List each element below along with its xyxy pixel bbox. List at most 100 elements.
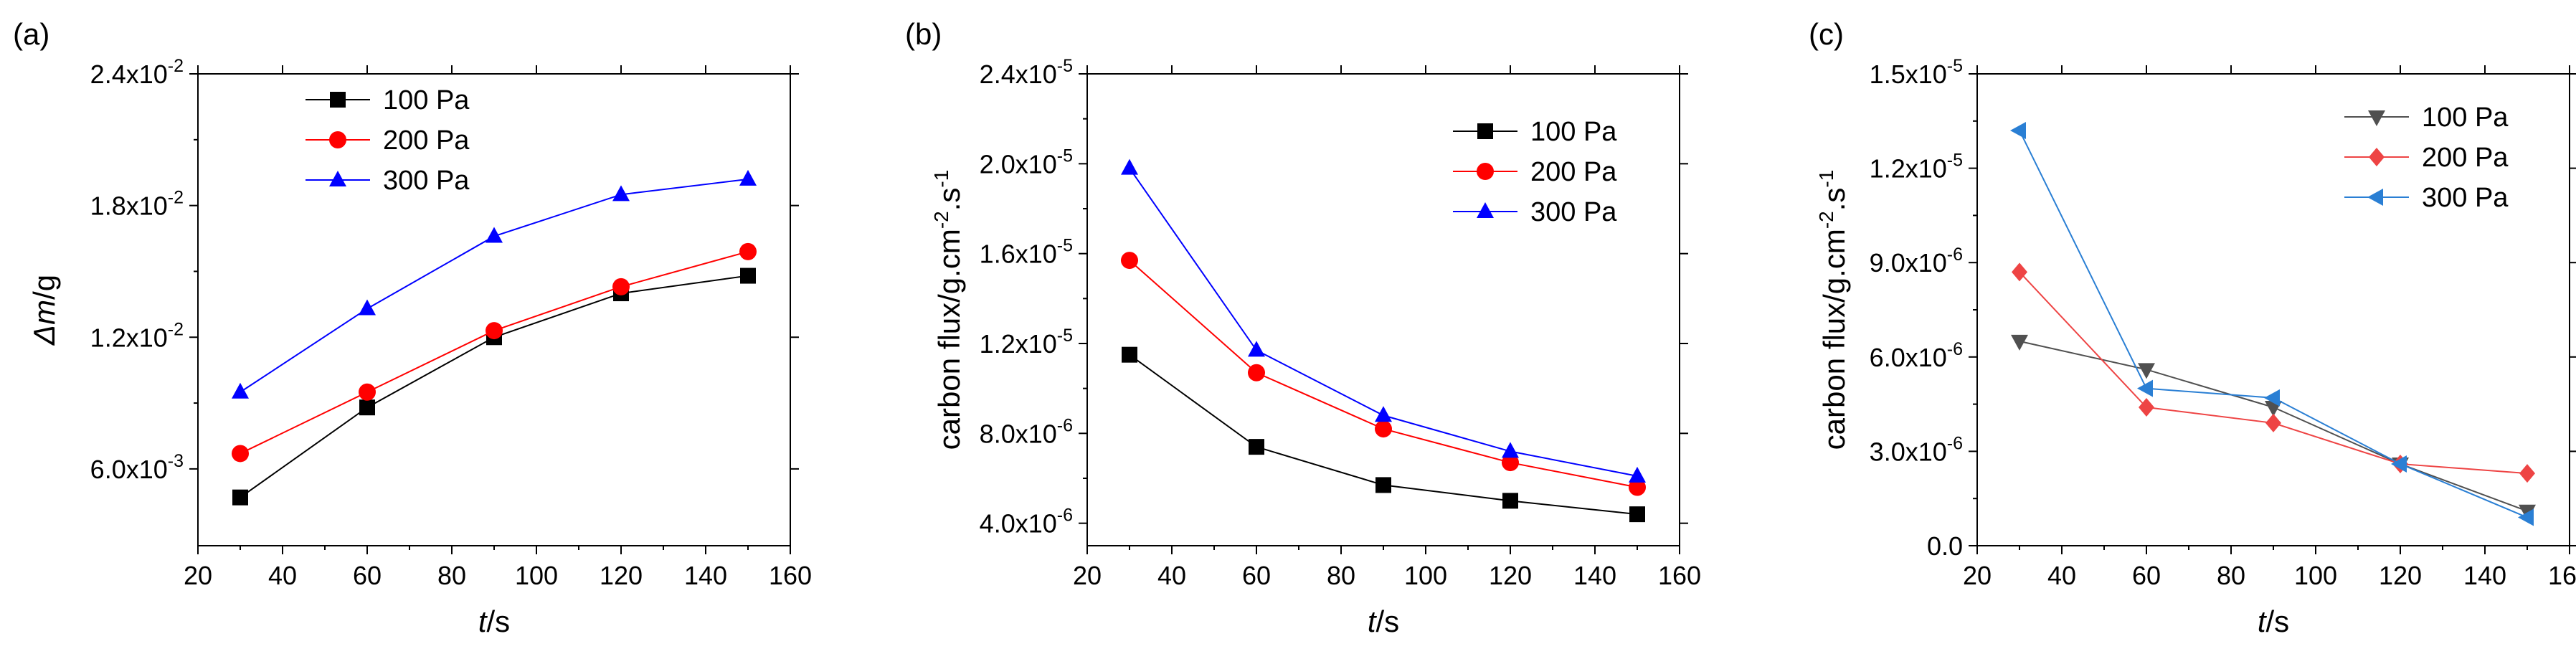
x-tick-label: 80 [1327, 561, 1355, 590]
y-tick-label: 0.0 [1927, 531, 1963, 561]
data-point [1248, 341, 1265, 357]
plot-frame [197, 73, 791, 546]
legend-label: 100 Pa [2422, 103, 2509, 133]
x-tick-label: 160 [1658, 561, 1701, 590]
legend-marker [2367, 189, 2383, 206]
data-point [1248, 364, 1265, 382]
x-tick-label: 120 [2379, 561, 2422, 590]
series-line [240, 275, 749, 498]
y-tick-label: 4.0x10-6 [980, 506, 1073, 539]
series-300-pa [1121, 158, 1646, 483]
x-tick-label: 60 [2132, 561, 2161, 590]
y-tick-label: 6.0x10-6 [1870, 339, 1963, 372]
data-point [740, 267, 756, 284]
x-tick-label: 40 [2047, 561, 2076, 590]
x-axis-title: t/s [2258, 605, 2289, 638]
data-point [2012, 262, 2027, 282]
legend: 100 Pa 200 Pa 300 Pa [2344, 103, 2509, 213]
y-tick-label: 2.4x10-2 [90, 56, 184, 89]
legend-label: 100 Pa [383, 85, 470, 115]
data-point [2138, 363, 2155, 379]
series-300-pa [232, 169, 757, 399]
y-tick-label: 1.2x10-5 [1870, 151, 1963, 184]
x-tick-label: 20 [184, 561, 212, 590]
legend-marker [1477, 163, 1494, 180]
data-point [1121, 252, 1138, 270]
data-point [739, 169, 757, 186]
legend-marker [1477, 123, 1493, 139]
data-point [359, 383, 376, 401]
data-point [1375, 420, 1392, 438]
data-point [1502, 493, 1518, 509]
series-200-pa [232, 242, 757, 463]
data-point [2391, 455, 2407, 473]
x-tick-label: 80 [437, 561, 466, 590]
x-axis-title: t/s [1368, 605, 1399, 638]
data-point [1375, 477, 1391, 493]
y-tick-label: 3.0x10-6 [1870, 433, 1963, 466]
data-point [1375, 406, 1392, 422]
x-tick-label: 140 [2463, 561, 2506, 590]
data-point [1629, 466, 1646, 483]
data-point [1249, 439, 1264, 455]
legend-marker [329, 171, 346, 186]
y-tick-label: 1.5x10-5 [1870, 56, 1963, 89]
data-point [2519, 464, 2535, 483]
x-tick-label: 60 [353, 561, 382, 590]
data-point [612, 185, 630, 202]
x-tick-label: 40 [1157, 561, 1186, 590]
series-line [1129, 260, 1638, 488]
series-line [240, 250, 749, 455]
x-tick-label: 100 [2294, 561, 2337, 590]
legend-marker [2369, 148, 2385, 166]
series-100-pa [1122, 346, 1645, 523]
y-tick-label: 1.2x10-2 [90, 319, 184, 352]
series-line [2019, 271, 2528, 475]
data-point [2139, 397, 2154, 417]
data-point [359, 299, 376, 316]
series-300-pa [2010, 121, 2534, 526]
y-tick-label: 1.2x10-5 [980, 326, 1073, 359]
panel-label: (b) [905, 17, 942, 51]
legend-label: 300 Pa [383, 166, 470, 196]
x-tick-label: 100 [1404, 561, 1447, 590]
panel-label: (a) [13, 17, 49, 51]
legend-label: 300 Pa [2422, 183, 2509, 213]
x-tick-label: 20 [1073, 561, 1102, 590]
legend: 100 Pa 200 Pa 300 Pa [1453, 117, 1617, 227]
x-tick-label: 160 [2548, 561, 2576, 590]
legend: 100 Pa 200 Pa 300 Pa [306, 85, 470, 196]
y-tick-label: 8.0x10-6 [980, 415, 1073, 448]
y-tick-label: 2.0x10-5 [980, 146, 1073, 179]
y-axis-title: Δm/g [27, 275, 61, 346]
y-tick-label: 2.4x10-5 [980, 56, 1073, 89]
data-point [2137, 379, 2153, 397]
x-tick-label: 20 [1963, 561, 1992, 590]
data-point [1122, 346, 1137, 363]
legend-label: 300 Pa [1530, 197, 1617, 227]
data-point [2011, 334, 2028, 351]
x-tick-label: 60 [1242, 561, 1271, 590]
legend-label: 200 Pa [1530, 157, 1617, 187]
data-point [612, 278, 630, 295]
data-point [1629, 506, 1645, 523]
series-100-pa [232, 267, 756, 506]
data-point [1121, 158, 1138, 175]
y-tick-label: 6.0x10-3 [90, 451, 184, 484]
data-point [739, 242, 757, 260]
panel-label: (c) [1809, 17, 1844, 51]
data-point [232, 489, 248, 506]
y-tick-label: 9.0x10-6 [1870, 245, 1963, 278]
legend-marker [2368, 110, 2385, 126]
data-point [1502, 442, 1519, 458]
legend-label: 200 Pa [383, 125, 470, 156]
x-tick-label: 120 [1489, 561, 1532, 590]
data-point [2265, 413, 2281, 432]
y-tick-label: 1.6x10-5 [980, 236, 1073, 269]
series-200-pa [2012, 262, 2535, 483]
data-point [2518, 508, 2534, 526]
chart-panel-2: (b) 20 40 60 80 100 120 140 160 4.0x10-6 8.0x10-6 1… [905, 17, 1701, 638]
legend-marker [329, 131, 346, 148]
x-tick-label: 140 [684, 561, 727, 590]
